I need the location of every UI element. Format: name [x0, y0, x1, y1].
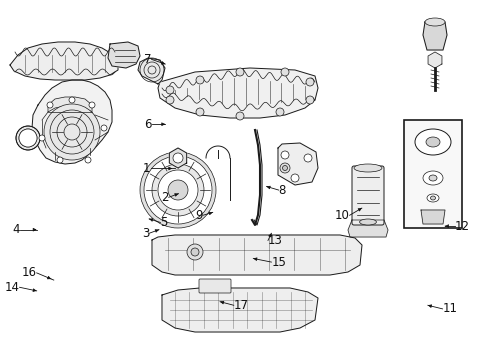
Text: 3: 3: [142, 227, 149, 240]
Ellipse shape: [426, 194, 438, 202]
Polygon shape: [48, 97, 92, 112]
Circle shape: [191, 248, 199, 256]
Circle shape: [152, 164, 203, 216]
Circle shape: [275, 108, 284, 116]
Circle shape: [304, 154, 311, 162]
Polygon shape: [278, 143, 317, 185]
FancyBboxPatch shape: [199, 279, 230, 293]
Text: 6: 6: [144, 118, 151, 131]
Polygon shape: [347, 220, 387, 237]
Text: 5: 5: [160, 216, 167, 229]
Polygon shape: [10, 42, 118, 80]
Text: 10: 10: [334, 209, 349, 222]
Text: 2: 2: [161, 191, 168, 204]
Circle shape: [305, 96, 313, 104]
Circle shape: [196, 76, 203, 84]
Circle shape: [186, 244, 203, 260]
Circle shape: [158, 170, 198, 210]
Ellipse shape: [424, 18, 444, 26]
Polygon shape: [138, 58, 164, 84]
Ellipse shape: [414, 129, 450, 155]
Text: 16: 16: [21, 266, 37, 279]
Circle shape: [143, 156, 212, 224]
Polygon shape: [162, 288, 317, 332]
Ellipse shape: [359, 219, 376, 225]
Text: 1: 1: [143, 162, 150, 175]
Circle shape: [290, 174, 298, 182]
Text: 13: 13: [267, 234, 282, 247]
Circle shape: [101, 125, 107, 131]
Text: 7: 7: [144, 53, 151, 66]
Circle shape: [47, 102, 53, 108]
Circle shape: [57, 157, 63, 163]
Circle shape: [196, 108, 203, 116]
Ellipse shape: [425, 137, 439, 147]
Polygon shape: [158, 68, 317, 118]
Circle shape: [89, 102, 95, 108]
Ellipse shape: [422, 171, 442, 185]
Circle shape: [282, 166, 287, 171]
Text: 14: 14: [4, 281, 20, 294]
Text: 17: 17: [233, 299, 248, 312]
Polygon shape: [32, 80, 112, 164]
Ellipse shape: [429, 196, 435, 200]
Text: 9: 9: [195, 209, 203, 222]
Text: 4: 4: [12, 223, 20, 236]
Circle shape: [236, 112, 244, 120]
Polygon shape: [169, 148, 186, 168]
Text: 8: 8: [278, 184, 285, 197]
Circle shape: [280, 163, 289, 173]
Text: 15: 15: [271, 256, 285, 269]
Circle shape: [16, 126, 40, 150]
Circle shape: [305, 78, 313, 86]
Circle shape: [140, 152, 216, 228]
Text: 12: 12: [454, 220, 469, 233]
Polygon shape: [420, 210, 444, 224]
Text: 11: 11: [442, 302, 457, 315]
Circle shape: [168, 180, 187, 200]
Bar: [403, 120, 461, 228]
Polygon shape: [108, 42, 140, 68]
Polygon shape: [422, 22, 446, 50]
Circle shape: [19, 129, 37, 147]
Circle shape: [281, 68, 288, 76]
Ellipse shape: [353, 164, 381, 172]
Polygon shape: [152, 235, 361, 275]
Circle shape: [281, 151, 288, 159]
Circle shape: [85, 157, 91, 163]
FancyBboxPatch shape: [351, 166, 383, 225]
Ellipse shape: [428, 175, 436, 181]
Polygon shape: [427, 52, 441, 68]
Circle shape: [39, 135, 45, 141]
Circle shape: [44, 104, 100, 160]
Circle shape: [173, 153, 183, 163]
Circle shape: [69, 97, 75, 103]
Circle shape: [165, 96, 174, 104]
Circle shape: [236, 68, 244, 76]
Circle shape: [165, 86, 174, 94]
